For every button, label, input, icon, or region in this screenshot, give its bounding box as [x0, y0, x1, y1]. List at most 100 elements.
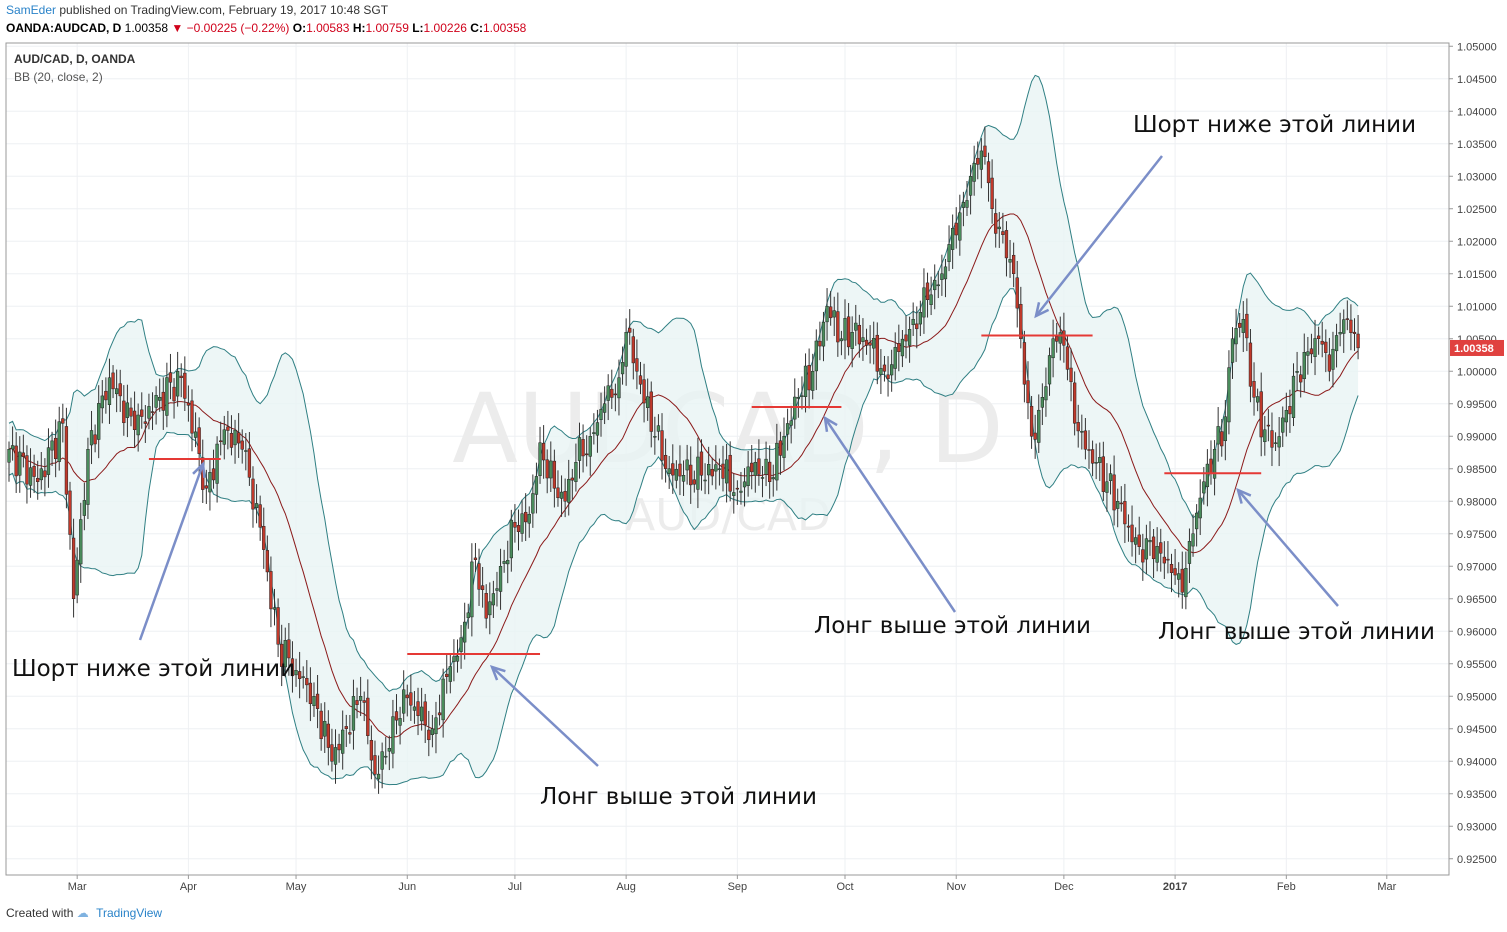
- candle-body: [954, 222, 958, 236]
- annotation-label: Лонг выше этой линии: [814, 613, 1091, 639]
- candle-body: [355, 700, 359, 705]
- candle-body: [979, 150, 983, 170]
- open-label: O:: [292, 21, 307, 35]
- candle-body: [861, 337, 865, 342]
- candle-body: [857, 324, 862, 345]
- tradingview-logo-icon: ☁: [76, 906, 89, 920]
- candle-body: [82, 500, 86, 516]
- candle-body: [656, 425, 661, 432]
- x-tick-label: Nov: [946, 881, 966, 893]
- candle-body: [1141, 549, 1145, 563]
- footer: Created with ☁ TradingView: [6, 906, 162, 920]
- candle-body: [746, 466, 750, 486]
- candle-body: [495, 588, 499, 591]
- candle-body: [93, 434, 97, 445]
- candle-body: [1288, 406, 1292, 415]
- candle-body: [1277, 436, 1281, 448]
- candle-body: [402, 689, 406, 714]
- candle-body: [997, 226, 1001, 230]
- high-value: 1.00759: [365, 21, 409, 35]
- candle-body: [1248, 342, 1253, 387]
- candle-body: [843, 318, 847, 341]
- author-link[interactable]: SamEder: [6, 3, 57, 17]
- candle-body: [692, 479, 696, 485]
- candle-body: [911, 319, 915, 326]
- candle-body: [1058, 332, 1062, 344]
- candle-body: [312, 696, 316, 707]
- candle-body: [703, 479, 707, 482]
- candle-body: [416, 701, 420, 717]
- annotation-arrow: [491, 666, 599, 767]
- candle-body: [717, 468, 722, 470]
- candle-body: [21, 452, 26, 457]
- candle-body: [71, 537, 76, 600]
- candle-body: [724, 459, 729, 484]
- candle-body: [1026, 380, 1030, 404]
- candle-body: [430, 728, 435, 735]
- candle-body: [818, 340, 822, 347]
- candle-body: [940, 273, 944, 280]
- y-tick-label: 0.97000: [1457, 561, 1497, 573]
- candle-body: [685, 459, 689, 471]
- candle-body: [900, 338, 905, 357]
- candle-body: [147, 406, 151, 419]
- candle-body: [1076, 422, 1080, 432]
- candle-body: [516, 525, 521, 532]
- candle-body: [427, 729, 431, 741]
- y-tick-label: 1.03000: [1457, 171, 1497, 183]
- candle-body: [236, 432, 241, 444]
- candle-body: [437, 712, 442, 716]
- candle-body: [1159, 542, 1163, 554]
- candle-body: [161, 391, 165, 411]
- created-with: Created with: [6, 906, 74, 920]
- candle-body: [983, 145, 987, 158]
- candle-body: [344, 726, 348, 729]
- candle-body: [358, 696, 363, 701]
- candle-body: [75, 559, 79, 596]
- annotation-arrow: [1035, 155, 1163, 317]
- price-tag-box: [1450, 339, 1504, 356]
- y-tick-label: 0.93000: [1457, 821, 1497, 833]
- candle-body: [1037, 409, 1041, 443]
- x-tick-label: 2017: [1163, 881, 1187, 893]
- candle-body: [477, 563, 481, 590]
- candle-body: [1015, 277, 1019, 309]
- close-label: C:: [470, 21, 483, 35]
- candle-body: [879, 368, 883, 375]
- candle-body: [1194, 512, 1199, 530]
- candle-body: [240, 440, 244, 450]
- candle-body: [785, 423, 790, 435]
- candle-body: [1324, 341, 1328, 353]
- down-triangle-icon: ▼: [171, 21, 184, 35]
- candle-body: [491, 593, 496, 606]
- candle-body: [1101, 456, 1105, 492]
- y-tick-label: 1.02000: [1457, 236, 1497, 248]
- tradingview-link[interactable]: TradingView: [96, 906, 163, 920]
- candle-body: [796, 397, 801, 399]
- candle-body: [549, 460, 553, 479]
- y-tick-label: 0.99000: [1457, 431, 1497, 443]
- candle-body: [904, 334, 908, 342]
- candle-body: [1320, 340, 1324, 345]
- candle-body: [771, 477, 775, 480]
- candle-body: [445, 673, 449, 678]
- candle-body: [570, 477, 574, 481]
- candle-body: [125, 402, 130, 418]
- candle-body: [1022, 342, 1027, 385]
- candle-body: [315, 693, 320, 709]
- candle-body: [1338, 332, 1342, 335]
- candle-body: [574, 462, 578, 482]
- candle-body: [538, 442, 542, 477]
- candle-body: [222, 429, 226, 445]
- candle-body: [1047, 355, 1052, 385]
- candle-body: [577, 437, 582, 461]
- candle-body: [46, 447, 51, 475]
- candle-body: [965, 200, 969, 208]
- candle-body: [107, 377, 112, 405]
- symbol-label: OANDA:AUDCAD, D: [6, 21, 122, 35]
- candle-body: [132, 410, 137, 431]
- candle-body: [599, 409, 603, 420]
- candle-body: [950, 228, 955, 250]
- candle-body: [994, 213, 998, 234]
